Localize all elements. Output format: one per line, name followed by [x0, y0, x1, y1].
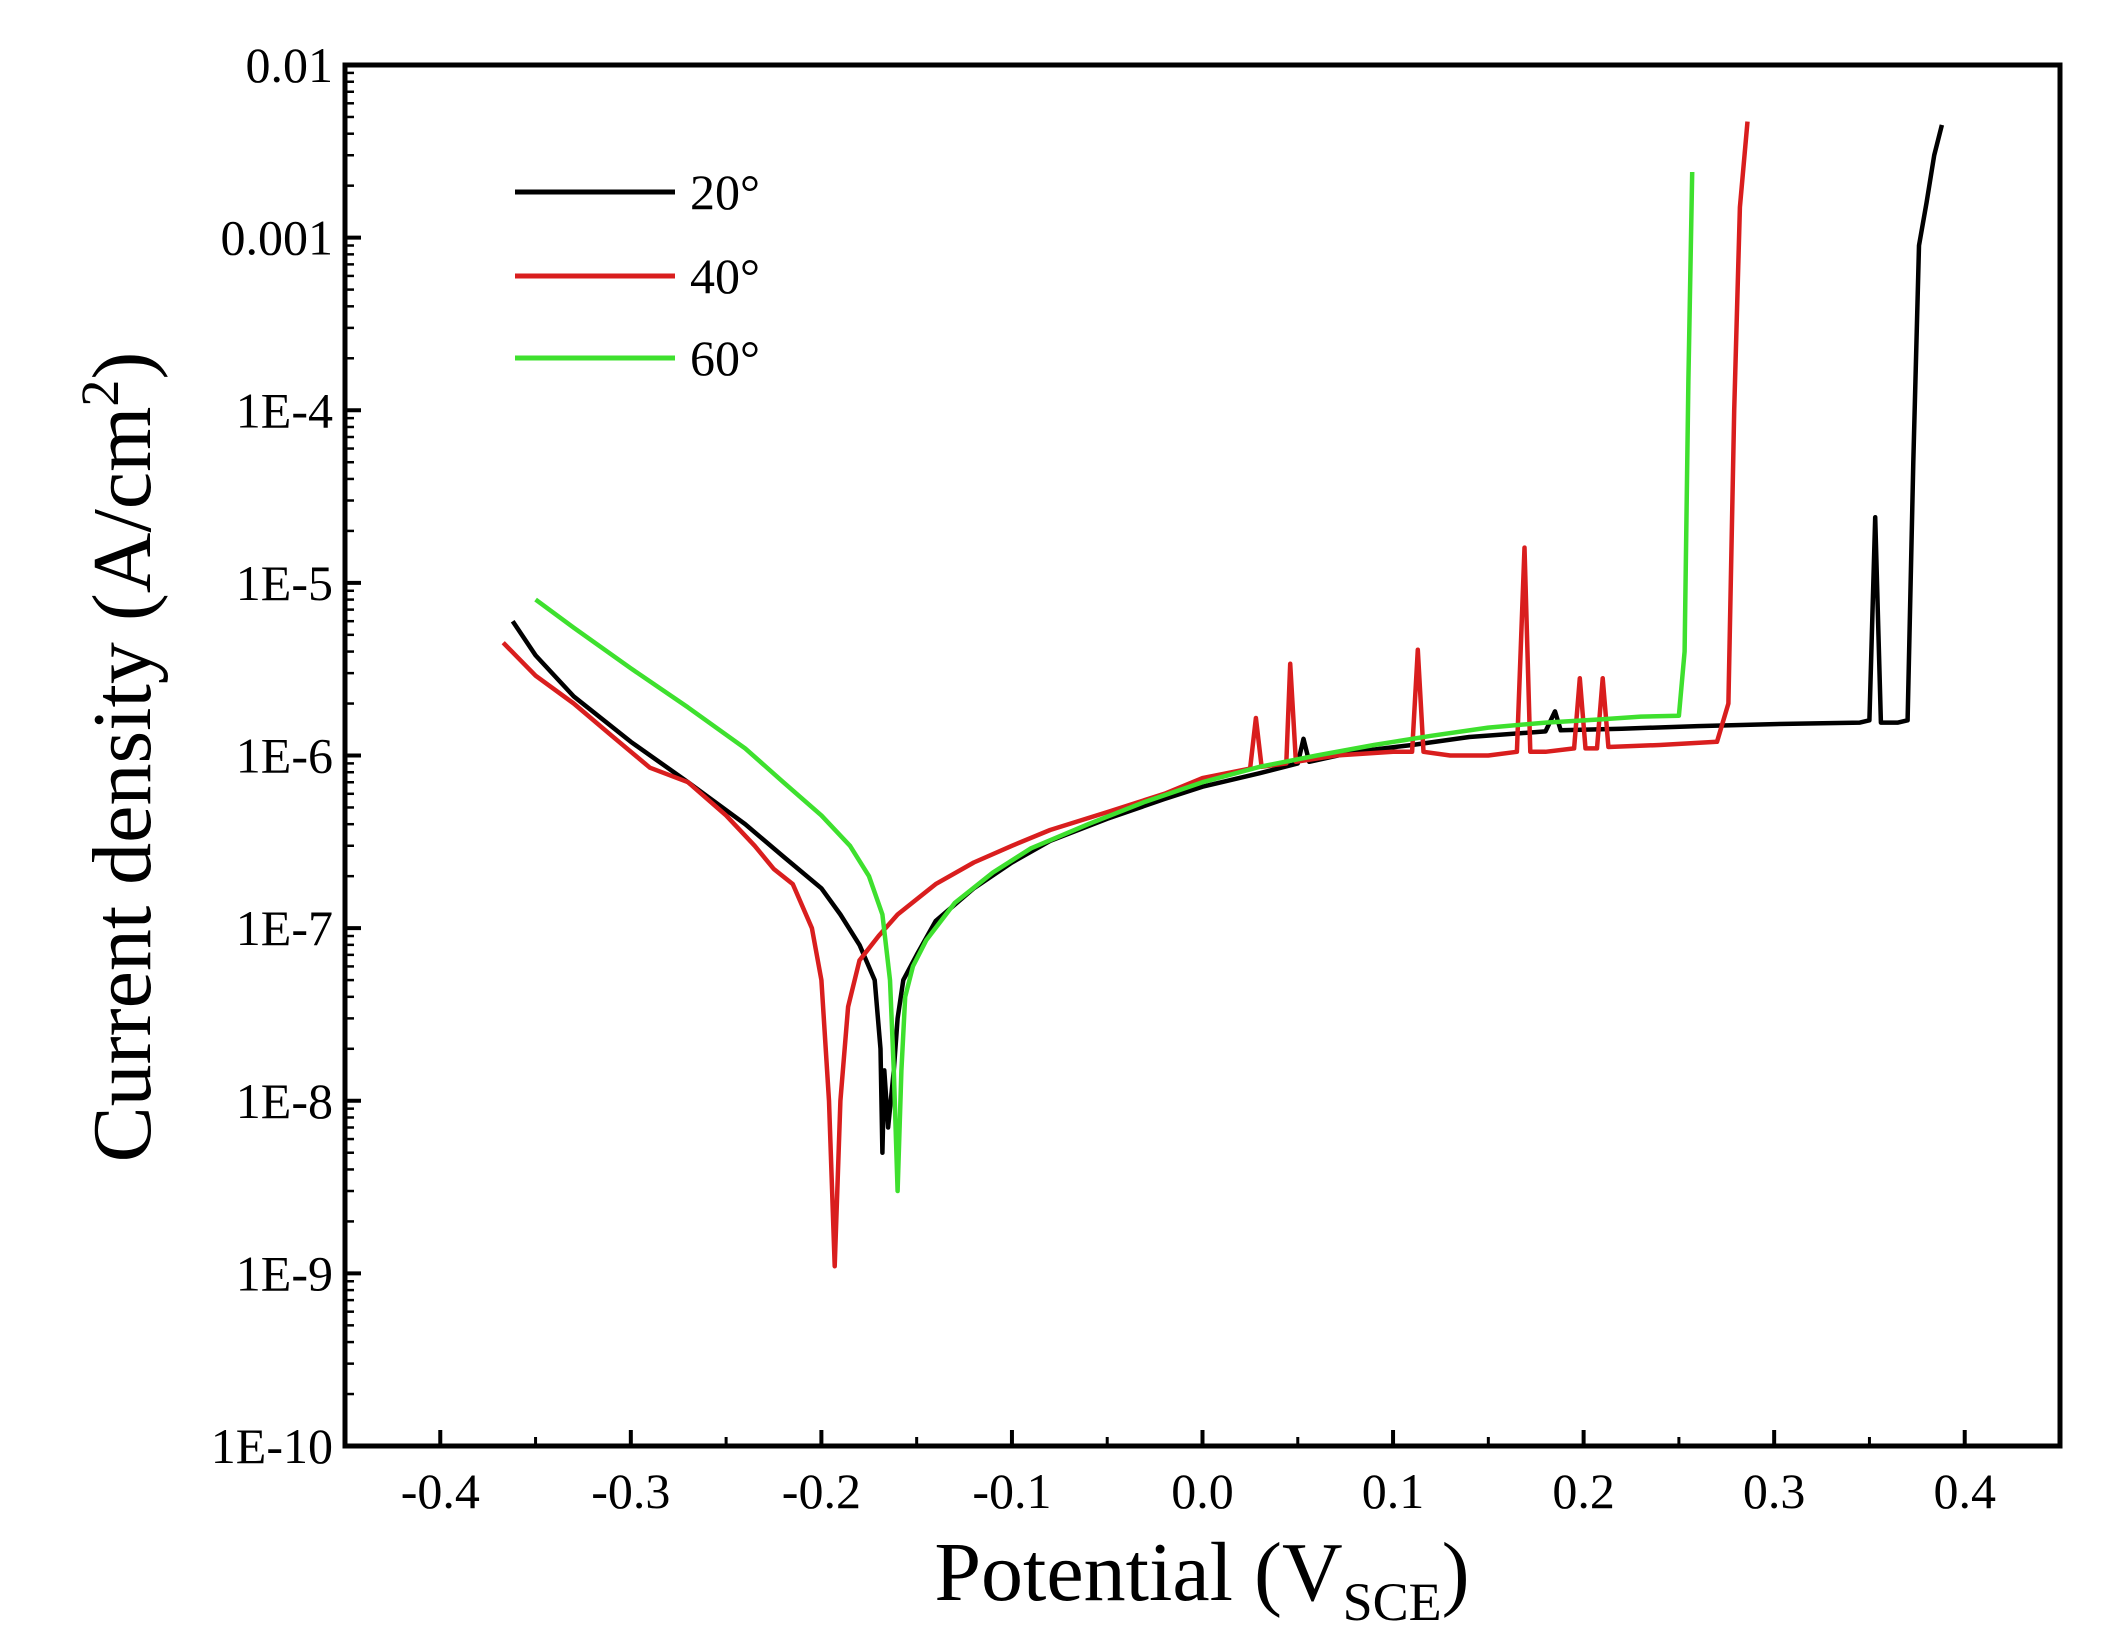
- x-tick-label: 0.4: [1933, 1463, 1996, 1519]
- x-tick-label: 0.2: [1552, 1463, 1615, 1519]
- x-axis-title: Potential (VSCE): [934, 1526, 1469, 1630]
- x-tick-label: 0.1: [1362, 1463, 1425, 1519]
- y-tick-label: 1E-8: [236, 1073, 333, 1129]
- y-tick-label: 1E-7: [236, 900, 333, 956]
- legend-label-60deg: 60°: [690, 330, 760, 386]
- legend: 20° 40° 60°: [515, 164, 760, 386]
- y-tick-label: 1E-9: [236, 1245, 333, 1301]
- series-line-40deg: [501, 121, 1750, 1269]
- y-axis-title-main: Current density (A/cm: [76, 407, 169, 1163]
- series-line-20deg: [510, 124, 1945, 1155]
- legend-label-40deg: 40°: [690, 248, 760, 304]
- y-tick-label: 0.001: [221, 210, 334, 266]
- y-axis-title-superscript: 2: [70, 380, 130, 407]
- x-tick-label: -0.4: [401, 1463, 480, 1519]
- y-axis-title: Current density (A/cm2): [70, 352, 169, 1163]
- y-tick-label: 1E-10: [211, 1418, 333, 1474]
- x-tick-label: -0.3: [591, 1463, 670, 1519]
- x-tick-label: -0.2: [782, 1463, 861, 1519]
- y-tick-label: 1E-4: [236, 382, 333, 438]
- x-axis-title-main: Potential (V: [934, 1526, 1342, 1619]
- plot-series: [501, 121, 1945, 1269]
- x-tick-label: 0.0: [1171, 1463, 1234, 1519]
- y-tick-label: 1E-6: [236, 728, 333, 784]
- series-line-60deg: [534, 171, 1695, 1194]
- legend-label-20deg: 20°: [690, 164, 760, 220]
- y-axis: 1E-10 1E-9 1E-8 1E-7 1E-6 1E-5 1E-4 0.001 0.01: [211, 37, 361, 1474]
- x-axis: -0.4 -0.3 -0.2 -0.1 0.0 0.1 0.2 0.3 0.4: [343, 1430, 2062, 1519]
- x-tick-label: -0.1: [972, 1463, 1051, 1519]
- y-tick-label: 0.01: [246, 37, 334, 93]
- y-axis-title-end: ): [76, 352, 169, 380]
- x-axis-title-end: ): [1442, 1526, 1470, 1619]
- x-tick-label: 0.3: [1743, 1463, 1806, 1519]
- x-axis-title-subscript: SCE: [1343, 1572, 1442, 1630]
- y-tick-label: 1E-5: [236, 555, 333, 611]
